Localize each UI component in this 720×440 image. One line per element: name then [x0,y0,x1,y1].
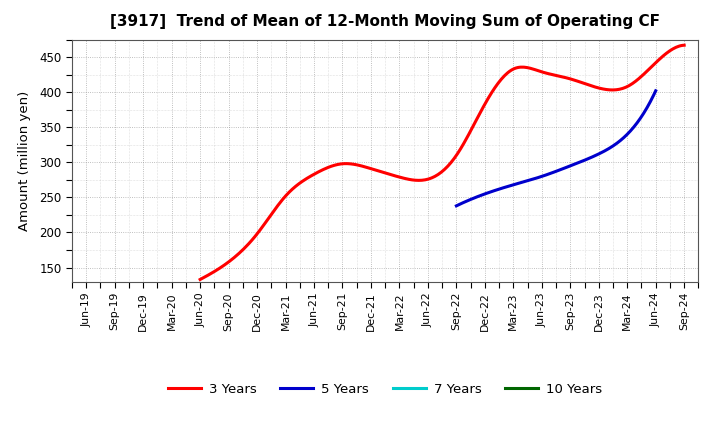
Legend: 3 Years, 5 Years, 7 Years, 10 Years: 3 Years, 5 Years, 7 Years, 10 Years [163,377,608,401]
Title: [3917]  Trend of Mean of 12-Month Moving Sum of Operating CF: [3917] Trend of Mean of 12-Month Moving … [110,14,660,29]
Y-axis label: Amount (million yen): Amount (million yen) [18,91,31,231]
